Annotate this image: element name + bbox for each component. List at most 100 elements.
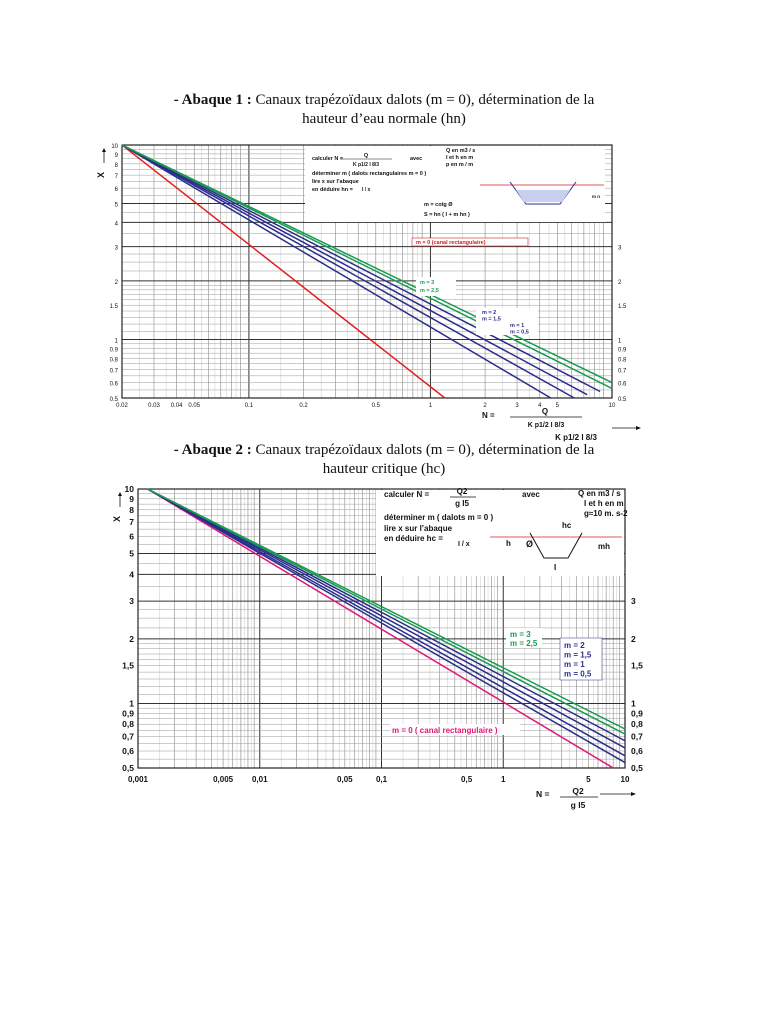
abaque1-series-m-1 — [121, 144, 575, 399]
abaque1-x-tick-label: 0.1 — [245, 403, 254, 409]
abaque1-y-tick-label: 7 — [115, 174, 119, 180]
abaque1-bottom-annotation-box — [476, 308, 538, 335]
abaque2-x-tick-label: 0,005 — [213, 775, 234, 784]
abaque1-y-tick-label-right: 0.5 — [618, 397, 627, 403]
abaque1-y-tick-label-right: 0.8 — [618, 357, 627, 363]
abaque1-legend-panel — [305, 146, 605, 222]
abaque2-y-tick-label: 5 — [129, 549, 134, 559]
abaque2-x-tick-label: 0,001 — [128, 775, 149, 784]
abaque2-x-tick-label: 0,05 — [337, 775, 353, 784]
abaque1-y-tick-label: 10 — [111, 144, 118, 150]
abaque1-series-m-2-5 — [121, 144, 613, 390]
abaque2-series-m-3 — [147, 488, 626, 730]
abaque1-x-tick-label: 1 — [429, 403, 433, 409]
abaque1-x-tick-label: 0.03 — [148, 403, 160, 409]
abaque2-y-tick-label: 8 — [129, 505, 134, 515]
abaque2-annotation-m25: m = 2,5 — [510, 639, 538, 648]
abaque2-annotation-m3: m = 3 — [510, 630, 531, 639]
abaque2-unit2: I et h en m — [584, 499, 624, 508]
abaque2-x-tick-label: 0,01 — [252, 775, 268, 784]
abaque2-top-annotation-box — [506, 628, 542, 648]
abaque2-title-prefix: - Abaque 2 : — [173, 442, 252, 458]
abaque1-y-tick-label-right: 1 — [618, 338, 622, 344]
abaque2-x-tick-label: 10 — [621, 775, 630, 784]
abaque1-x-tick-label: 2 — [483, 403, 487, 409]
abaque1-y-tick-label: 3 — [115, 246, 119, 252]
abaque1-n-arrow-head — [636, 426, 641, 430]
abaque2-y-tick-label-right: 0,8 — [631, 719, 643, 729]
abaque1-n-den: K p1/2 I 8/3 — [528, 422, 565, 429]
abaque2-y-tick-label-right: 0,5 — [631, 763, 643, 773]
abaque2-y-tick-label: 0,6 — [122, 746, 134, 756]
abaque1-title: - Abaque 1 : Canaux trapézoïdaux dalots … — [0, 91, 768, 110]
abaque1-unit3: p en m / m — [446, 162, 473, 168]
abaque1-x-tick-label: 4 — [538, 403, 542, 409]
abaque2-y-tick-label: 3 — [129, 596, 134, 606]
abaque1-x-tick-label: 0.5 — [372, 403, 381, 409]
abaque1-annotation-bottom-1: m = 1,5 — [482, 317, 501, 323]
abaque1-annotation-m25: m = 2,5 — [420, 288, 439, 294]
abaque1-y-tick-label: 5 — [115, 203, 119, 209]
abaque1-x-tick-label: 0.04 — [171, 403, 183, 409]
abaque2-avec: avec — [522, 490, 540, 499]
abaque1-annotation-bottom-3: m = 0,5 — [510, 330, 529, 336]
abaque1-y-tick-label-right: 3 — [618, 246, 622, 252]
abaque2-fig-phi: Ø — [526, 539, 533, 549]
abaque2-rect-annotation-box — [390, 724, 520, 735]
abaque2-series-m-2 — [147, 488, 626, 742]
abaque2-series-m-1 — [147, 488, 626, 757]
abaque1-x-tick-label: 0.02 — [116, 403, 128, 409]
abaque2-frame — [137, 488, 626, 769]
abaque1-n-num: Q — [542, 407, 548, 416]
abaque2-y-tick-label: 7 — [129, 517, 134, 527]
abaque2-x-tick-label: 5 — [586, 775, 591, 784]
abaque2-calc-num: Q2 — [457, 487, 468, 496]
abaque2-step2: lire x sur l’abaque — [384, 524, 453, 533]
abaque1-step3-frac: I / x — [362, 187, 371, 193]
abaque2-y-tick-label: 2 — [129, 634, 134, 644]
abaque2-unit3: g≈10 m. s-2 — [584, 509, 628, 518]
abaque1-step1: déterminer m ( dalots rectangulaires m =… — [312, 171, 426, 177]
abaque2-fig-mh: mh — [598, 542, 610, 551]
abaque2-y-tick-label-right: 3 — [631, 596, 636, 606]
abaque1-series-m-2 — [121, 144, 601, 393]
abaque2-step3: en déduire hc = — [384, 534, 443, 543]
abaque2-x-tick-label: 0,5 — [461, 775, 473, 784]
abaque2-y-tick-label: 4 — [129, 569, 134, 579]
abaque1-unit1: Q en m3 / s — [446, 148, 475, 154]
abaque1-y-tick-label-right: 0.6 — [618, 382, 627, 388]
abaque2-unit1: Q en m3 / s — [578, 489, 621, 498]
abaque1-fig-water — [516, 190, 570, 202]
abaque2-x-tick-label: 0,1 — [376, 775, 388, 784]
abaque2-rect-annotation: m = 0 ( canal rectangulaire ) — [392, 726, 498, 735]
abaque2-calc-text: calculer N = — [384, 490, 429, 499]
abaque2-fig-trapezoid — [529, 532, 583, 559]
abaque1-series-m-0 — [121, 144, 446, 399]
abaque2-x-tick-label: 1 — [501, 775, 506, 784]
abaque1-top-annotation-box — [416, 277, 456, 296]
abaque2-title-line1: Canaux trapézoïdaux dalots (m = 0), déte… — [255, 442, 595, 458]
abaque2-y-axis-arrow-head — [118, 492, 122, 496]
abaque1-calc-text: calculer N = — [312, 156, 343, 162]
abaque1-y-tick-label-right: 1.5 — [618, 304, 627, 310]
abaque2-y-tick-label-right: 0,9 — [631, 708, 643, 718]
abaque1-y-tick-label: 0.6 — [110, 382, 119, 388]
abaque1-x-tick-label: 0.05 — [188, 403, 200, 409]
abaque1-calc-den: K p1/2 I 8/3 — [353, 162, 379, 168]
abaque2-legend-panel — [376, 490, 624, 576]
abaque1-y-tick-label: 0.5 — [110, 397, 119, 403]
abaque1-series-m-1-5 — [121, 144, 588, 396]
abaque1-avec: avec — [410, 156, 422, 162]
abaque2-bottom-annotation-box — [559, 637, 603, 681]
abaque2-fig-hc: hc — [562, 521, 572, 530]
abaque1-n-arrow-label: K p1/2 I 8/3 — [555, 433, 597, 442]
abaque2-series-m-0-5 — [147, 488, 626, 764]
abaque2-n-num: Q2 — [572, 786, 584, 796]
abaque1-y-tick-label: 1 — [115, 338, 119, 344]
abaque2-y-tick-label-right: 0,7 — [631, 732, 643, 742]
abaque2-annotation-bottom-2: m = 1 — [564, 660, 585, 669]
abaque2-y-tick-label: 9 — [129, 494, 134, 504]
abaque1-x-tick-label: 10 — [609, 403, 616, 409]
abaque1-y-tick-label: 8 — [115, 163, 119, 169]
